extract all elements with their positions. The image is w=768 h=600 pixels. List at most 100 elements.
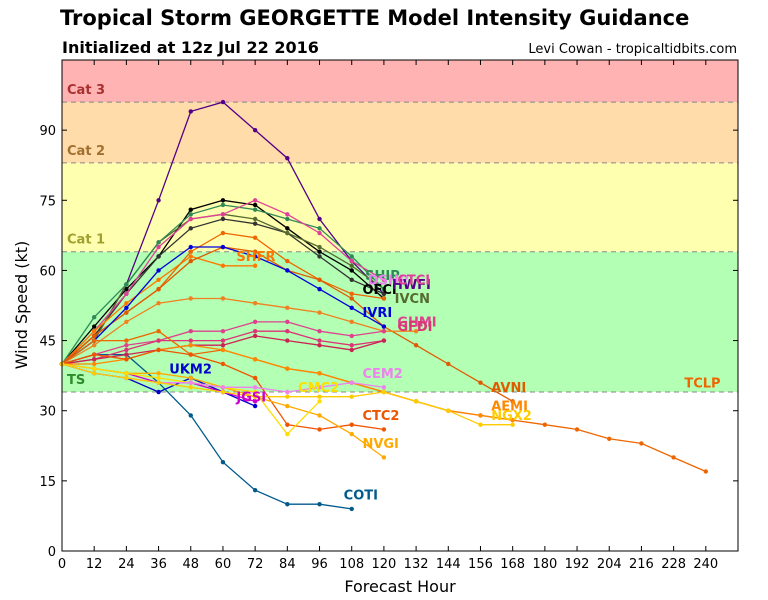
data-point	[349, 258, 354, 264]
data-point	[252, 198, 258, 203]
model-label-cem2: CEM2	[362, 367, 402, 382]
x-tick-label: 216	[629, 557, 654, 572]
data-point	[156, 268, 161, 273]
data-point	[252, 254, 258, 259]
model-label-ctci: CTCI	[397, 273, 430, 288]
data-point	[220, 230, 226, 236]
data-point	[349, 333, 354, 339]
data-point	[220, 385, 226, 390]
data-point	[156, 375, 161, 381]
model-label-coti: COTI	[344, 489, 378, 504]
data-point	[349, 380, 354, 385]
data-point	[542, 422, 548, 427]
data-point	[156, 277, 161, 282]
x-tick-label: 60	[215, 557, 232, 572]
data-point	[413, 399, 419, 404]
y-tick-label: 45	[39, 335, 56, 350]
data-point	[317, 371, 322, 376]
data-point	[639, 441, 644, 446]
y-tick-label: 15	[39, 475, 56, 490]
data-point	[124, 338, 129, 343]
data-point	[285, 226, 290, 231]
data-point	[446, 361, 451, 367]
x-tick-label: 192	[565, 557, 590, 572]
data-point	[91, 314, 97, 320]
data-point	[124, 352, 129, 357]
data-point	[91, 338, 97, 343]
data-point	[478, 380, 483, 385]
data-point	[285, 394, 290, 399]
data-point	[285, 403, 290, 409]
x-tick-label: 132	[404, 557, 429, 572]
band-label-ts: TS	[67, 373, 85, 388]
data-point	[381, 329, 387, 334]
data-point	[252, 385, 258, 390]
data-point	[252, 389, 258, 395]
x-tick-label: 156	[468, 557, 493, 572]
x-tick-label: 228	[661, 557, 686, 572]
data-point	[156, 347, 161, 353]
category-band-labels: TS Cat 1 Cat 2 Cat 3	[67, 83, 105, 388]
data-point	[91, 333, 97, 339]
data-point	[317, 249, 322, 254]
data-point	[188, 385, 193, 390]
data-point	[188, 244, 193, 250]
data-point	[252, 333, 258, 339]
x-tick-label: 240	[693, 557, 718, 572]
model-label-ctc2: CTC2	[362, 409, 399, 424]
data-point	[285, 216, 290, 222]
data-point	[220, 343, 226, 348]
data-point	[285, 431, 290, 437]
data-point	[349, 291, 354, 297]
data-point	[285, 329, 290, 334]
model-label-tclp: TCLP	[684, 376, 720, 391]
data-point	[381, 296, 387, 301]
x-tick-label: 72	[247, 557, 264, 572]
data-point	[252, 394, 258, 399]
band-cat-2	[62, 102, 738, 163]
data-point	[413, 329, 419, 334]
data-point	[220, 99, 226, 105]
series-ctc2	[59, 347, 387, 432]
data-point	[381, 324, 387, 329]
x-tick-label: 0	[58, 557, 66, 572]
y-tick-label: 30	[39, 405, 56, 420]
data-point	[188, 296, 193, 301]
band-label-cat-3: Cat 3	[67, 83, 105, 98]
data-point	[317, 244, 322, 250]
data-point	[124, 343, 129, 348]
chart-subtitle: Initialized at 12z Jul 22 2016	[62, 38, 319, 57]
band-cat-1	[62, 162, 738, 252]
data-point	[285, 338, 290, 343]
data-point	[671, 455, 676, 460]
data-point	[188, 380, 193, 385]
model-label-shfr: SHFR	[236, 250, 275, 265]
data-point	[188, 254, 193, 259]
data-point	[252, 127, 258, 133]
model-label-ivri: IVRI	[362, 306, 392, 321]
data-point	[349, 277, 354, 282]
data-point	[124, 286, 129, 292]
data-point	[285, 230, 290, 236]
intensity-category-bands	[62, 60, 738, 393]
data-point	[317, 343, 322, 348]
data-point	[220, 216, 226, 222]
data-point	[317, 502, 322, 507]
data-point	[252, 319, 258, 325]
data-point	[317, 286, 322, 292]
data-point	[478, 413, 483, 418]
data-point	[124, 310, 129, 315]
data-point	[91, 352, 97, 357]
band-label-cat-2: Cat 2	[67, 144, 105, 159]
model-label-jgsi: JGSI	[235, 390, 266, 405]
data-point	[381, 277, 387, 282]
data-point	[446, 408, 451, 413]
data-point	[91, 361, 97, 367]
data-point	[317, 226, 322, 231]
data-point	[220, 389, 226, 395]
data-point	[349, 263, 354, 268]
y-tick-label: 90	[39, 124, 56, 139]
data-point	[156, 389, 161, 395]
x-tick-label: 168	[500, 557, 525, 572]
x-axis-ticks: 0 12 24 36 48 60 72 84 96 108 120 132 144 156 168 180 19…	[58, 60, 718, 572]
